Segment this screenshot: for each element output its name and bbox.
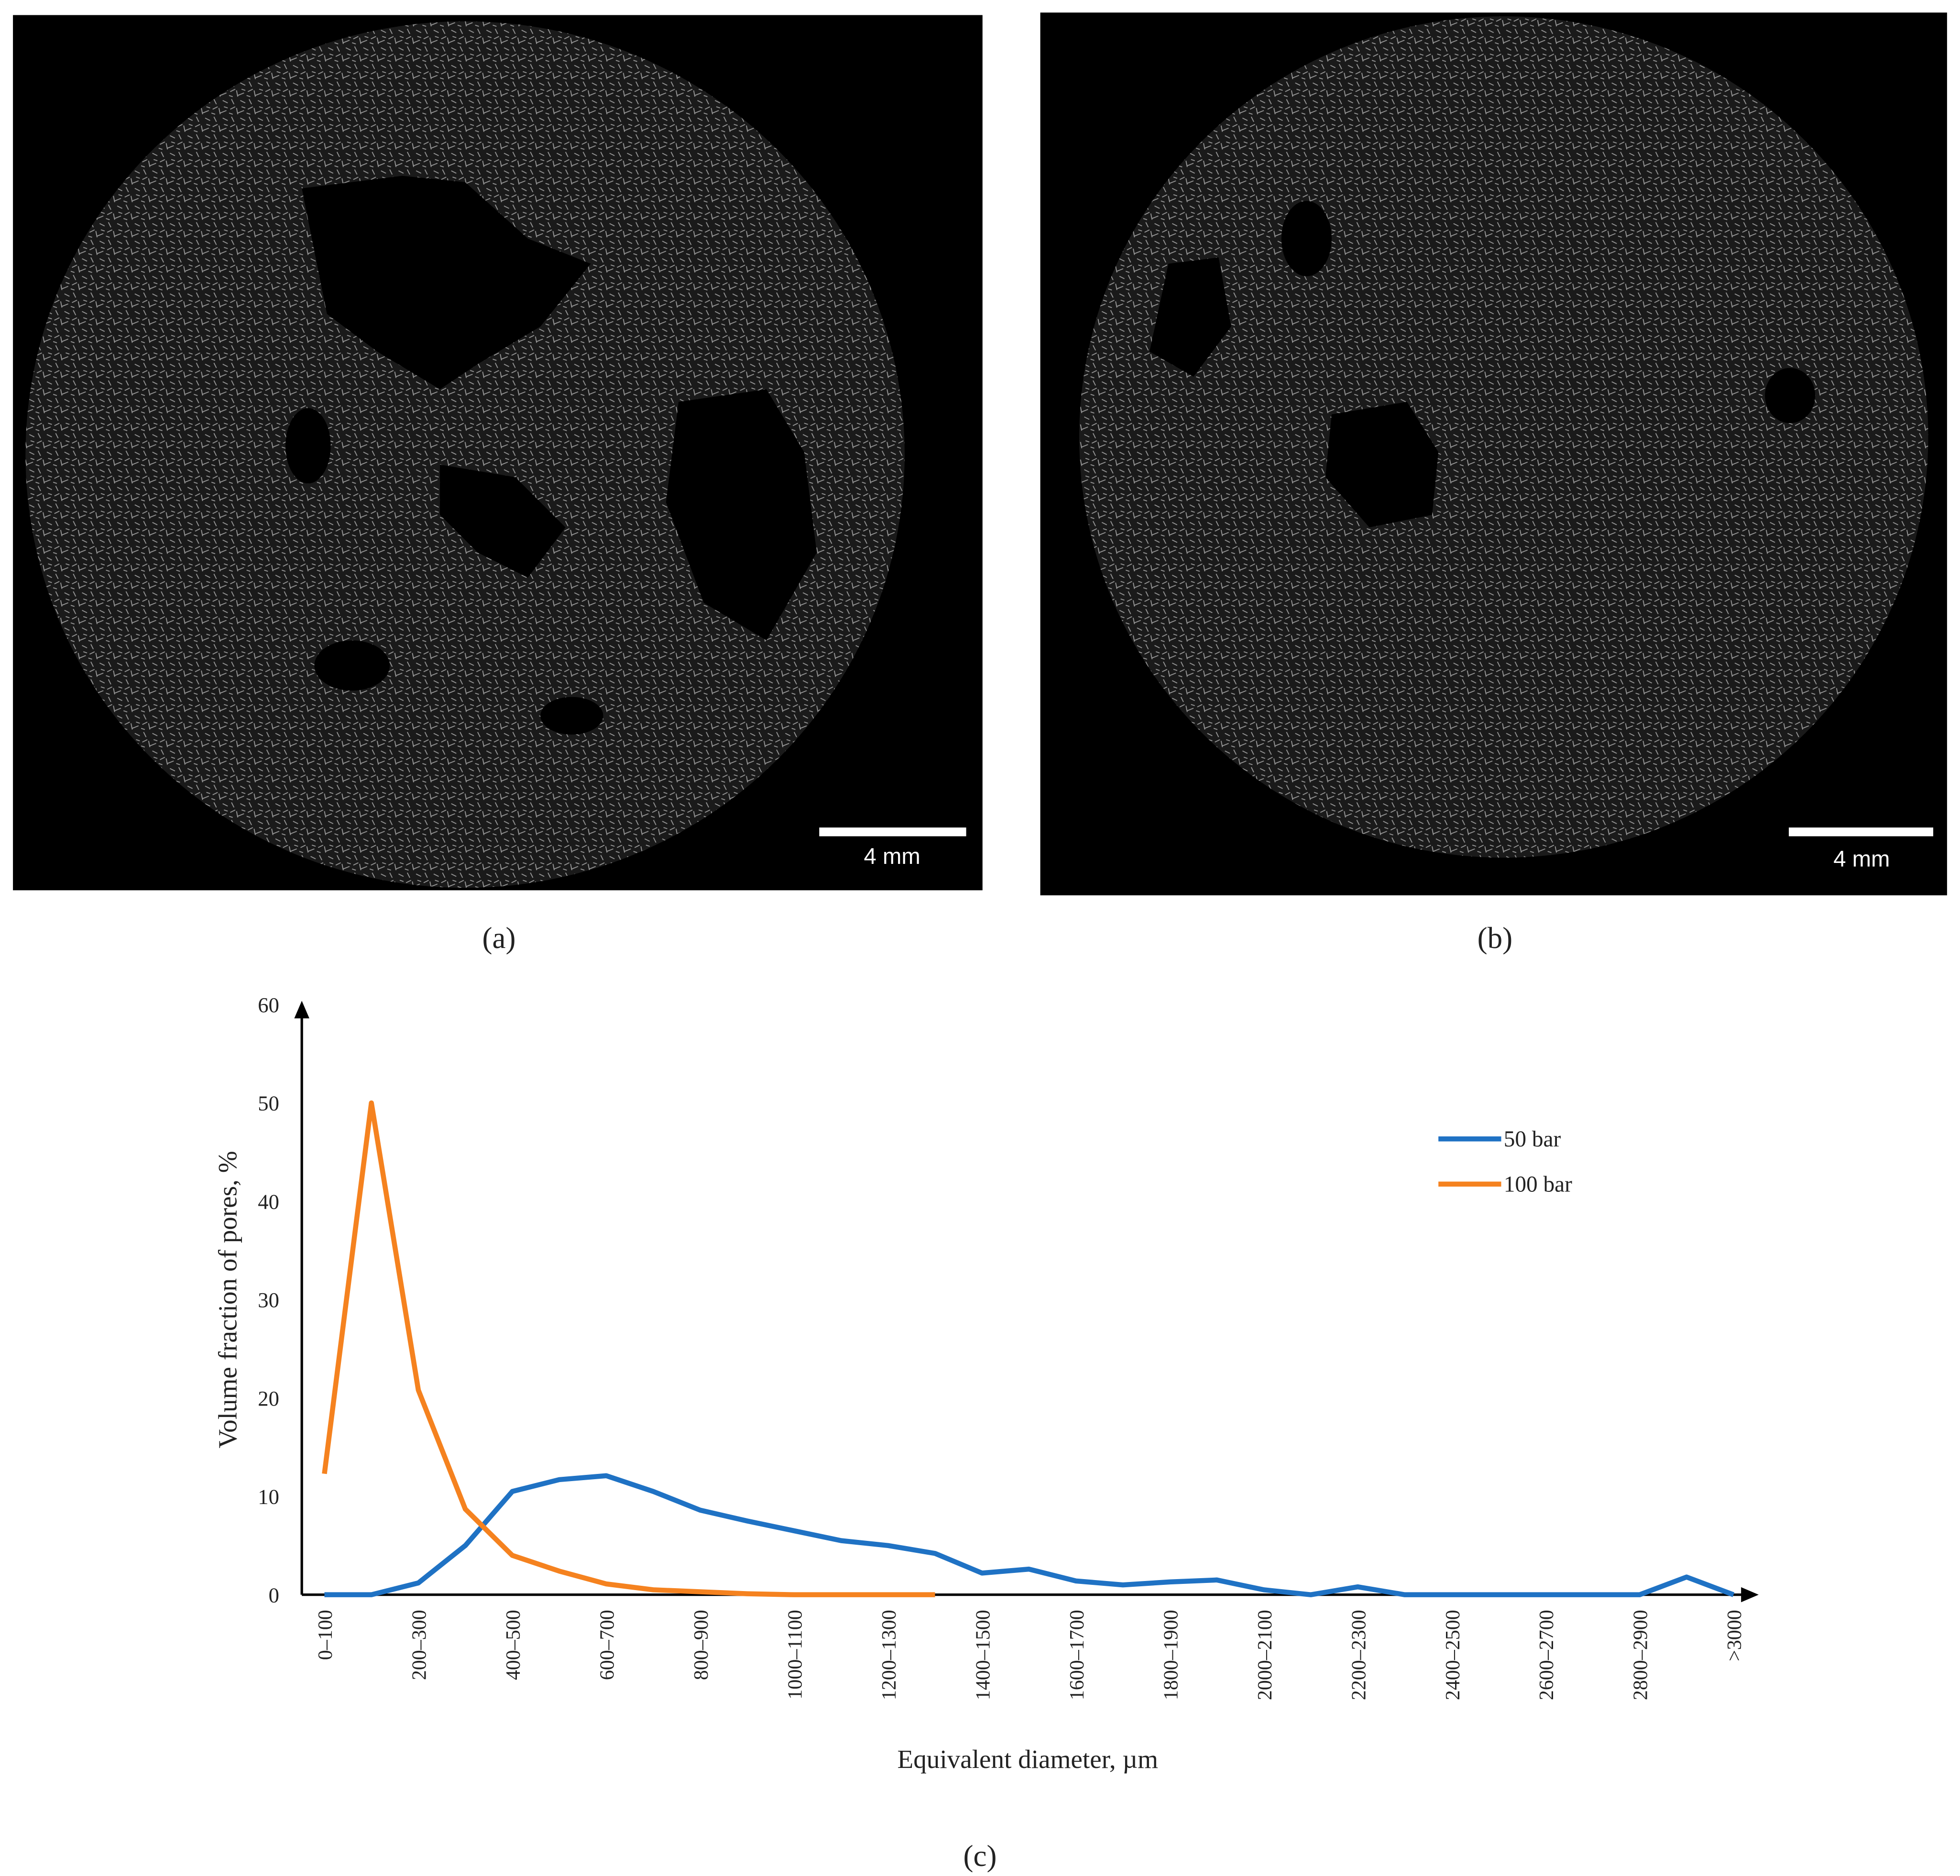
x-tick-label: 1800–1900 (1160, 1610, 1182, 1700)
x-tick-label: 400–500 (503, 1610, 525, 1680)
x-tick-label: 600–700 (597, 1610, 619, 1680)
x-tick-label: >3000 (1724, 1610, 1746, 1661)
x-tick-label: 1200–1300 (878, 1610, 900, 1700)
legend-label: 100 bar (1504, 1172, 1572, 1197)
ct-image-a: 4 mm (13, 15, 983, 891)
x-axis-title: Equivalent diameter, µm (898, 1745, 1159, 1774)
x-tick-label: 2000–2100 (1254, 1610, 1276, 1700)
ct-image-b: 4 mm (1040, 12, 1947, 895)
y-tick-label: 40 (258, 1189, 279, 1213)
scale-bar-label: 4 mm (864, 844, 920, 869)
series-line (322, 1100, 935, 1597)
x-tick-label: 1000–1100 (785, 1610, 807, 1700)
y-axis-title: Volume fraction of pores, % (213, 1151, 242, 1448)
x-tick-label: 2600–2700 (1536, 1610, 1558, 1700)
series-line (324, 1473, 1735, 1597)
x-tick-label: 2400–2500 (1442, 1610, 1464, 1700)
legend-label: 50 bar (1504, 1127, 1561, 1152)
x-tick-label: 0–100 (315, 1610, 337, 1660)
y-tick-label: 10 (258, 1485, 279, 1509)
panel-label: (a) (482, 921, 516, 955)
y-tick-label: 0 (269, 1583, 279, 1607)
x-tick-label: 1600–1700 (1066, 1610, 1088, 1700)
x-tick-label: 1400–1500 (972, 1610, 994, 1700)
x-tick-label: 2200–2300 (1348, 1610, 1370, 1700)
x-tick-label: 2800–2900 (1630, 1610, 1652, 1700)
scale-bar-label: 4 mm (1833, 846, 1890, 872)
y-tick-label: 20 (258, 1386, 279, 1410)
panel-label: (b) (1478, 921, 1512, 955)
y-tick-label: 50 (258, 1091, 279, 1115)
x-axis-arrow (1741, 1587, 1759, 1603)
x-tick-label: 200–300 (409, 1610, 431, 1680)
panel-label: (c) (964, 1839, 997, 1873)
y-tick-label: 60 (258, 993, 279, 1017)
y-tick-label: 30 (258, 1288, 279, 1312)
x-tick-label: 800–900 (690, 1610, 712, 1680)
y-axis-arrow (294, 1001, 309, 1019)
